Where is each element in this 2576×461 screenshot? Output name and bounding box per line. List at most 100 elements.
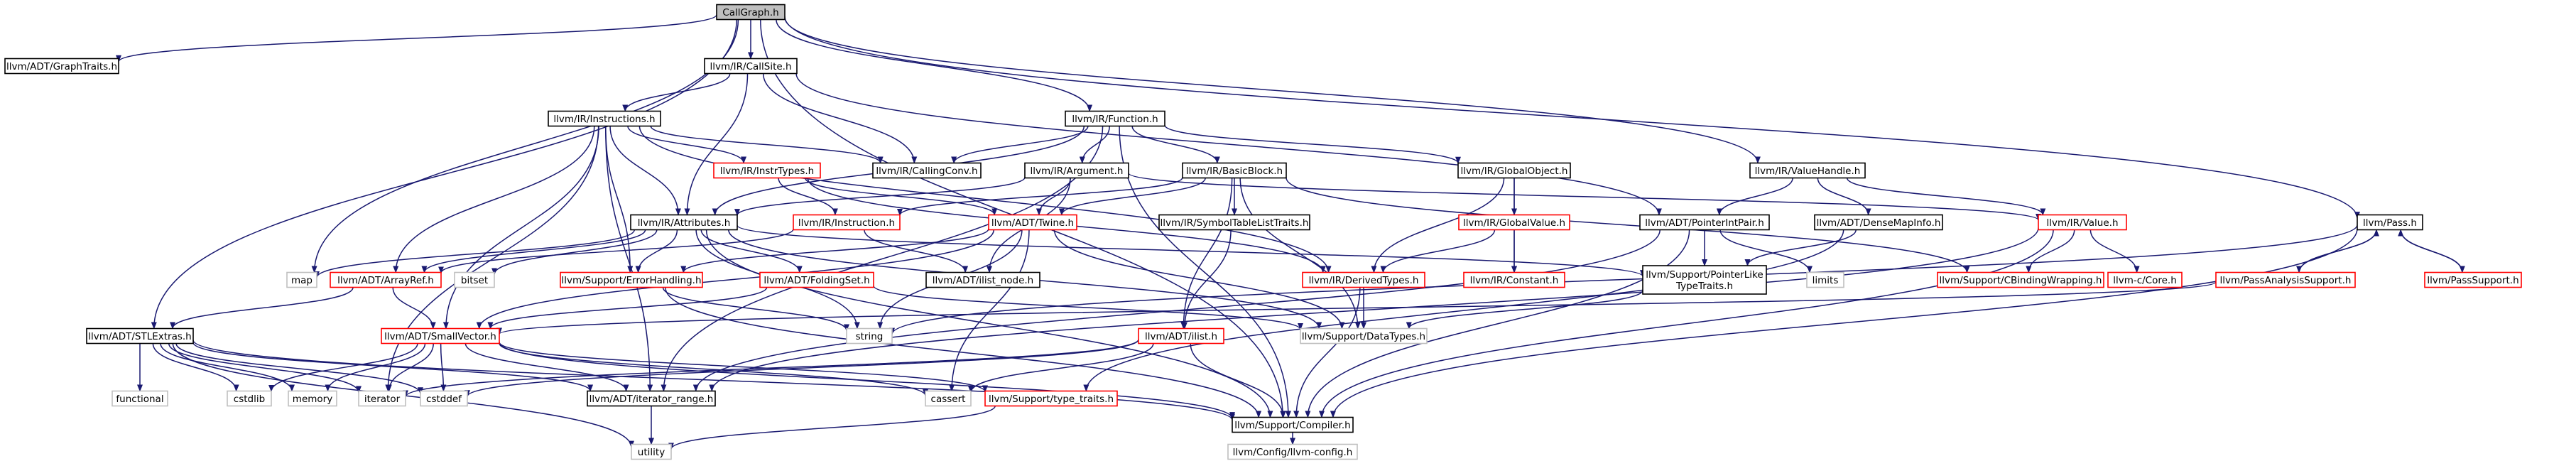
node-function[interactable]: llvm/IR/Function.h (1065, 110, 1165, 127)
node-label-bitset: bitset (461, 275, 488, 286)
edge-callgraph-to-valuehandle (784, 17, 1761, 164)
nodes-layer: CallGraph.h llvm/ADT/GraphTraits.h llvm/IR… (4, 4, 2522, 460)
node-box-datatypes (1300, 327, 1428, 345)
node-instruction[interactable]: llvm/IR/Instruction.h (793, 214, 901, 231)
node-label-smallvector: llvm/ADT/SmallVector.h (384, 331, 496, 342)
edge-symtablelisttraits-to-ilist (1181, 229, 1232, 330)
node-symtablelisttraits[interactable]: llvm/IR/SymbolTableListTraits.h (1158, 214, 1310, 231)
node-label-cassert: cassert (931, 394, 966, 405)
node-label-callgraph: CallGraph.h (722, 7, 778, 18)
node-label-stlextras: llvm/ADT/STLExtras.h (88, 331, 191, 342)
node-instructions[interactable]: llvm/IR/Instructions.h (548, 110, 661, 127)
node-box-ilistnode (925, 271, 1040, 288)
edge-stlextras-to-compiler (192, 340, 1235, 421)
node-box-iteratorrange (587, 390, 716, 407)
node-box-bitset (454, 271, 495, 288)
edge-function-to-argument (1079, 126, 1110, 164)
node-pass[interactable]: llvm/Pass.h (2357, 214, 2423, 231)
node-box-pointerliketypetraits (1642, 265, 1767, 295)
node-callingconv[interactable]: llvm/IR/CallingConv.h (872, 162, 982, 179)
node-box-utility (631, 443, 672, 460)
edge-smallvector-to-compiler (499, 342, 1235, 420)
node-label-attributes: llvm/IR/Attributes.h (638, 217, 731, 229)
node-iteratorrange[interactable]: llvm/ADT/iterator_range.h (587, 390, 716, 407)
node-label-cstddef: cstddef (426, 394, 462, 405)
node-box-compiler (1232, 416, 1354, 433)
edges-layer (116, 14, 2465, 450)
node-ilist[interactable]: llvm/ADT/ilist.h (1138, 327, 1224, 345)
node-label-pointerintpair: llvm/ADT/PointerIntPair.h (1645, 217, 1764, 229)
edge-basicblock-to-datatypes (1239, 178, 1361, 330)
node-ilistnode[interactable]: llvm/ADT/ilist_node.h (925, 271, 1040, 288)
node-constant[interactable]: llvm/IR/Constant.h (1463, 271, 1565, 288)
edge-ilist-to-cstddef (464, 339, 1139, 398)
node-smallvector[interactable]: llvm/ADT/SmallVector.h (381, 327, 500, 345)
node-passsupport[interactable]: llvm/PassSupport.h (2424, 271, 2522, 288)
edge-ilist-to-cassert (968, 343, 1154, 394)
node-globalobject[interactable]: llvm/IR/GlobalObject.h (1457, 162, 1571, 179)
node-box-cassert (925, 390, 972, 407)
node-box-callgraph (716, 4, 786, 21)
edge-smallvector-to-cstdlib (268, 343, 418, 392)
edge-valuehandle-to-value (1846, 178, 2046, 216)
node-llvmccore[interactable]: llvm-c/Core.h (2107, 271, 2183, 288)
node-basicblock[interactable]: llvm/IR/BasicBlock.h (1182, 162, 1287, 179)
node-label-callingconv: llvm/IR/CallingConv.h (876, 166, 977, 177)
edge-instruction-to-arrayref (438, 229, 794, 274)
node-compiler[interactable]: llvm/Support/Compiler.h (1232, 416, 1354, 433)
node-box-llvmccore (2107, 271, 2183, 288)
node-box-instrtypes (713, 162, 821, 179)
node-callsite[interactable]: llvm/IR/CallSite.h (704, 58, 798, 75)
node-box-pass (2357, 214, 2423, 231)
node-argument[interactable]: llvm/IR/Argument.h (1024, 162, 1129, 179)
node-instrtypes[interactable]: llvm/IR/InstrTypes.h (713, 162, 821, 179)
node-box-typetraits (984, 390, 1118, 407)
edge-attributes-to-errorhandling (635, 229, 678, 273)
node-label-pointerliketypetraits: TypeTraits.h (1675, 281, 1733, 292)
node-cbindingwrapping[interactable]: llvm/Support/CBindingWrapping.h (1937, 271, 2104, 288)
node-graphtraits[interactable]: llvm/ADT/GraphTraits.h (4, 58, 119, 75)
node-passanalysissupport[interactable]: llvm/PassAnalysisSupport.h (2215, 271, 2356, 288)
edge-callgraph-to-graphtraits (116, 14, 717, 63)
edge-twine-to-smallvector (476, 229, 995, 330)
node-typetraits[interactable]: llvm/Support/type_traits.h (984, 390, 1118, 407)
edge-passsupport-to-pass (2398, 229, 2463, 273)
node-derivedtypes[interactable]: llvm/IR/DerivedTypes.h (1302, 271, 1425, 288)
edge-pointerliketypetraits-to-datatypes (1406, 290, 1643, 330)
edge-attributes-to-map (314, 229, 636, 278)
node-pointerintpair[interactable]: llvm/ADT/PointerIntPair.h (1639, 214, 1770, 231)
node-densemapinfo[interactable]: llvm/ADT/DenseMapInfo.h (1814, 214, 1943, 231)
edge-typetraits-to-utility (668, 406, 996, 450)
edge-pass-to-compiler (1330, 228, 2358, 418)
node-arrayref[interactable]: llvm/ADT/ArrayRef.h (330, 271, 442, 288)
node-valuehandle[interactable]: llvm/IR/ValueHandle.h (1749, 162, 1866, 179)
node-box-memory (288, 390, 337, 407)
node-globalvalue[interactable]: llvm/IR/GlobalValue.h (1458, 214, 1570, 231)
edge-stlextras-to-cstddef (175, 343, 423, 395)
edge-function-to-compiler (1119, 126, 1291, 418)
edge-attributes-to-compiler (705, 229, 1273, 418)
node-box-errorhandling (560, 271, 703, 288)
node-box-instructions (548, 110, 661, 127)
node-stlextras[interactable]: llvm/ADT/STLExtras.h (86, 327, 194, 345)
node-box-cstdlib (227, 390, 272, 407)
node-cassert: cassert (925, 390, 972, 407)
node-foldingset[interactable]: llvm/ADT/FoldingSet.h (759, 271, 874, 288)
node-box-valuehandle (1749, 162, 1866, 179)
edge-instructions-to-smallvector (442, 126, 599, 330)
node-twine[interactable]: llvm/ADT/Twine.h (988, 214, 1077, 231)
node-attributes[interactable]: llvm/IR/Attributes.h (630, 214, 738, 231)
edge-instruction-to-ilistnode (864, 229, 969, 273)
node-box-densemapinfo (1814, 214, 1943, 231)
node-errorhandling[interactable]: llvm/Support/ErrorHandling.h (560, 271, 703, 288)
node-box-function (1065, 110, 1165, 127)
edge-arrayref-to-stlextras (170, 287, 354, 330)
edge-valuehandle-to-densemapinfo (1817, 178, 1871, 216)
node-value[interactable]: llvm/IR/Value.h (2038, 214, 2127, 231)
edge-value-to-cbindingwrapping (2026, 229, 2075, 273)
node-label-derivedtypes: llvm/IR/DerivedTypes.h (1309, 275, 1419, 286)
node-box-globalvalue (1458, 214, 1570, 231)
node-label-compiler: llvm/Support/Compiler.h (1234, 420, 1350, 431)
